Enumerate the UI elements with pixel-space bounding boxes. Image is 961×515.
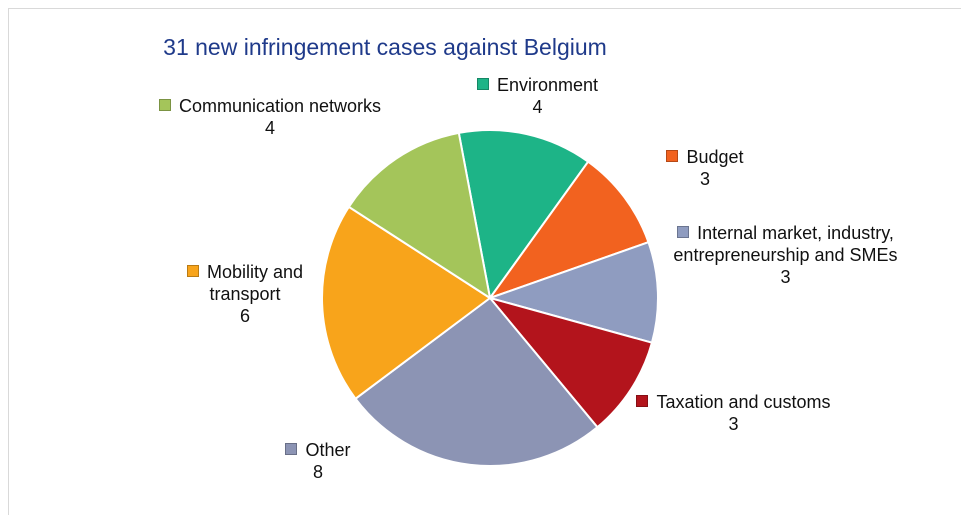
value-label: 3 <box>780 267 791 287</box>
data-label: Budget 3 <box>640 146 770 190</box>
value-label: 4 <box>264 118 275 138</box>
frame <box>8 8 961 515</box>
legend-swatch <box>186 265 199 277</box>
category-label: Taxation and customs <box>656 392 831 412</box>
category-label: Budget <box>686 147 744 167</box>
chart-title: 31 new infringement cases against Belgiu… <box>163 34 607 60</box>
data-label: Taxation and customs 3 <box>636 391 831 435</box>
slice <box>347 131 492 301</box>
data-label: Internal market, industry, entrepreneurs… <box>668 222 903 288</box>
value-label: 4 <box>532 97 543 117</box>
legend-swatch <box>285 443 298 455</box>
slice <box>487 160 650 301</box>
category-label: Communication networks <box>178 96 382 116</box>
slice <box>486 240 659 344</box>
slice <box>321 205 492 401</box>
category-label: Mobility and transport <box>206 262 304 304</box>
slice <box>354 296 599 467</box>
category-label: Internal market, industry, entrepreneurs… <box>673 223 898 265</box>
data-label: Other 8 <box>258 439 378 483</box>
category-label: Environment <box>496 75 599 95</box>
legend-swatch <box>476 78 489 90</box>
value-label: 3 <box>728 414 739 434</box>
data-label: Mobility and transport 6 <box>150 261 340 327</box>
value-label: 8 <box>312 462 323 482</box>
value-label: 6 <box>239 306 250 326</box>
data-label: Communication networks 4 <box>150 95 390 139</box>
data-label: Environment 4 <box>440 74 635 118</box>
legend-swatch <box>636 395 649 407</box>
value-label: 3 <box>699 169 710 189</box>
slice <box>487 296 654 429</box>
legend-swatch <box>677 226 690 238</box>
legend-swatch <box>158 99 171 111</box>
legend-swatch <box>666 150 679 162</box>
slice <box>457 129 590 301</box>
category-label: Other <box>305 440 351 460</box>
